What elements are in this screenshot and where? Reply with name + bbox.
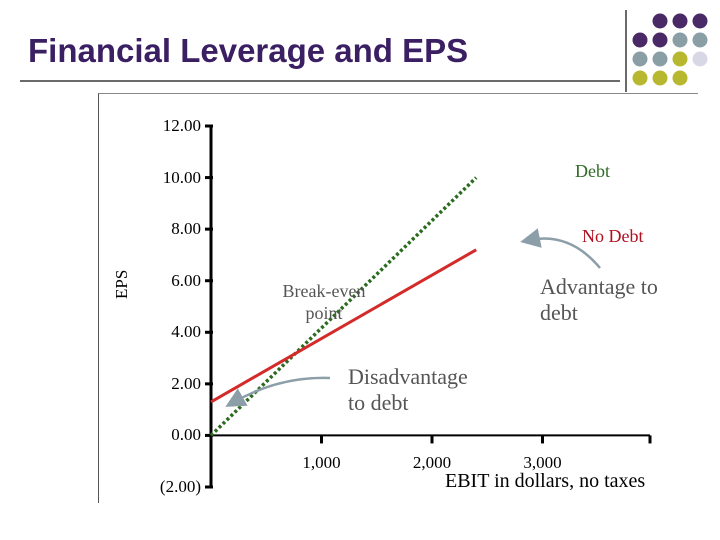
decorative-dot <box>632 51 648 67</box>
y-tick-label: 12.00 <box>162 116 201 135</box>
y-tick-label: 10.00 <box>162 167 201 187</box>
annotation-disadvantage: Disadvantage to debt <box>348 364 468 415</box>
decorative-dot <box>652 70 668 86</box>
chart-frame <box>98 93 698 503</box>
decorative-dot <box>632 70 648 86</box>
disadvantage-arrow <box>225 376 331 407</box>
decorative-dot <box>692 13 708 29</box>
y-tick-label: 8.00 <box>171 219 201 239</box>
header-horizontal-divider <box>20 80 620 82</box>
annotation-advantage: Advantage to debt <box>540 274 658 325</box>
header-vertical-divider <box>625 10 627 92</box>
x-axis-title: EBIT in dollars, no taxes <box>445 470 646 492</box>
decorative-dot-grid <box>632 13 708 86</box>
y-axis-title: EPS <box>112 269 131 299</box>
y-tick-label: 6.00 <box>171 270 201 290</box>
series-label-no-debt: No Debt <box>582 226 644 246</box>
decorative-dot <box>652 32 668 48</box>
y-tick-label: (2.00) <box>159 477 201 496</box>
advantage-arrow <box>520 228 601 269</box>
y-tick-label: 0.00 <box>171 425 201 445</box>
decorative-dot <box>672 51 688 67</box>
decorative-dot <box>692 51 708 67</box>
decorative-dot <box>632 32 648 48</box>
y-tick-label: 2.00 <box>171 373 201 393</box>
series-label-debt: Debt <box>575 161 610 181</box>
y-tick-label: 4.00 <box>171 322 201 342</box>
decorative-dot <box>672 70 688 86</box>
x-tick-label: 2,000 <box>412 453 452 473</box>
series-line-no-debt <box>210 248 477 404</box>
decorative-dot <box>692 32 708 48</box>
x-tick-label: 3,000 <box>523 453 562 473</box>
decorative-dot <box>672 13 688 29</box>
decorative-dot <box>652 13 668 29</box>
annotation-break-even: Break-even point <box>282 281 366 323</box>
x-tick-label: 1,000 <box>302 453 341 473</box>
slide-title: Financial Leverage and EPS <box>28 32 469 69</box>
decorative-dot <box>652 51 668 67</box>
decorative-dot <box>672 32 688 48</box>
